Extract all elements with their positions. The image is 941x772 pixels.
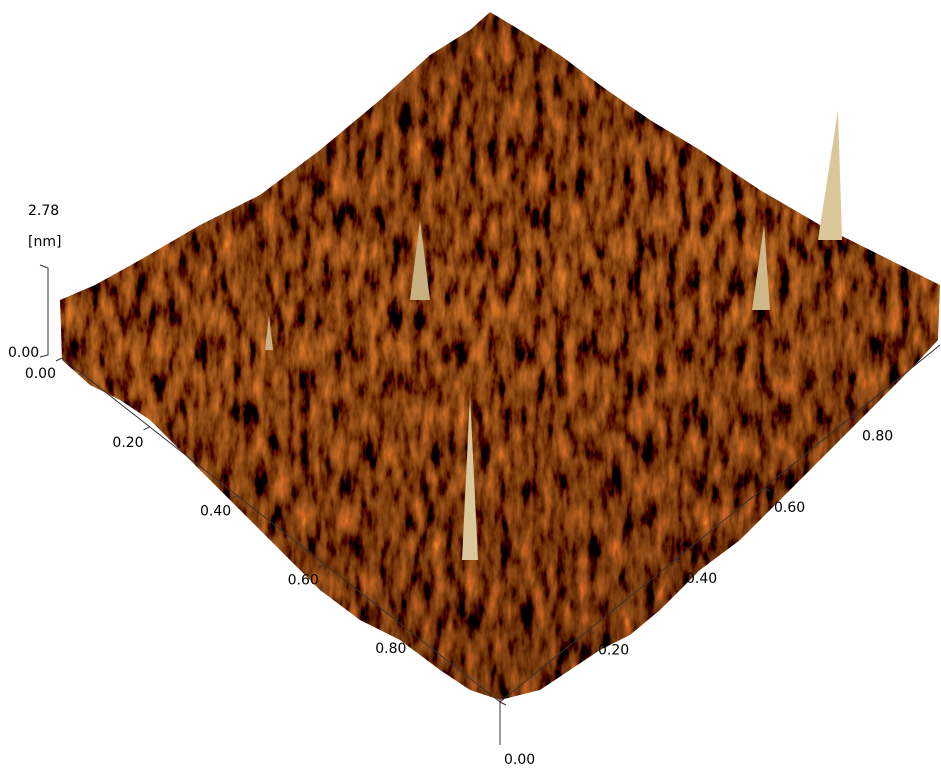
right-tick-label: 0.40 [686, 571, 717, 587]
z-max-label: 2.78 [28, 203, 59, 219]
tick-mark [144, 427, 150, 430]
left-tick-label: 0.80 [375, 641, 406, 657]
tick-mark [500, 702, 506, 705]
z-min-label: 0.00 [8, 345, 39, 361]
tick-mark [56, 358, 62, 361]
afm-surface-plot: 2.78 [nm] 0.00 0.00 0.20 0.40 0.60 0.80 0.00 0… [0, 0, 941, 772]
left-tick-label: 0.40 [200, 504, 231, 520]
right-tick-label: 0.80 [862, 428, 893, 444]
peak [818, 110, 842, 240]
right-tick-label: 0.00 [504, 752, 535, 768]
z-axis [40, 265, 48, 357]
left-tick-label: 0.20 [112, 435, 143, 451]
right-tick-label: 0.60 [774, 500, 805, 516]
left-tick-label: 0.00 [25, 366, 56, 382]
left-tick-label: 0.60 [288, 572, 319, 588]
right-tick-label: 0.20 [598, 643, 629, 659]
surface [60, 12, 940, 700]
z-unit-label: [nm] [28, 234, 61, 250]
